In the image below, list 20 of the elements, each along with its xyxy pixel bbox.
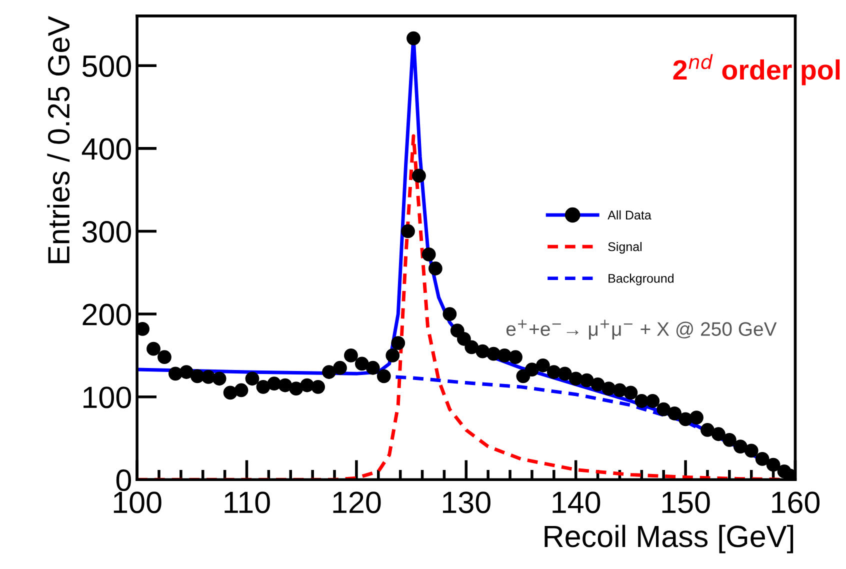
x-tick-label: 140 [552,492,600,514]
y-tick-label: 200 [82,304,131,326]
x-tick-label: 120 [333,492,381,514]
y-tick-label: 400 [82,138,131,160]
y-axis-title: Entries / 0.25 GeV [47,16,70,264]
legend-label: Signal [608,242,642,254]
x-tick-label: 130 [442,492,490,514]
y-tick-label: 100 [84,386,131,408]
y-tick-label: 0 [116,469,131,492]
x-tick-label: 150 [662,492,710,514]
legend-label: All Data [608,210,652,220]
y-tick-label: 500 [82,55,131,77]
text: e$^{+}$+e$^{−}$→ μ$^{+}$μ$^{−}$ + X @ 250 GeV [506,320,777,340]
legend-label: Background [608,274,674,286]
x-tick-label: 160 [772,492,820,514]
x-tick-label: 100 [114,492,162,514]
annotation: 2$^{nd}$ order pol [673,54,840,86]
x-axis-title: Recoil Mass [GeV] [544,524,794,554]
x-tick-label: 110 [224,492,270,514]
y-tick-label: 300 [82,220,131,243]
